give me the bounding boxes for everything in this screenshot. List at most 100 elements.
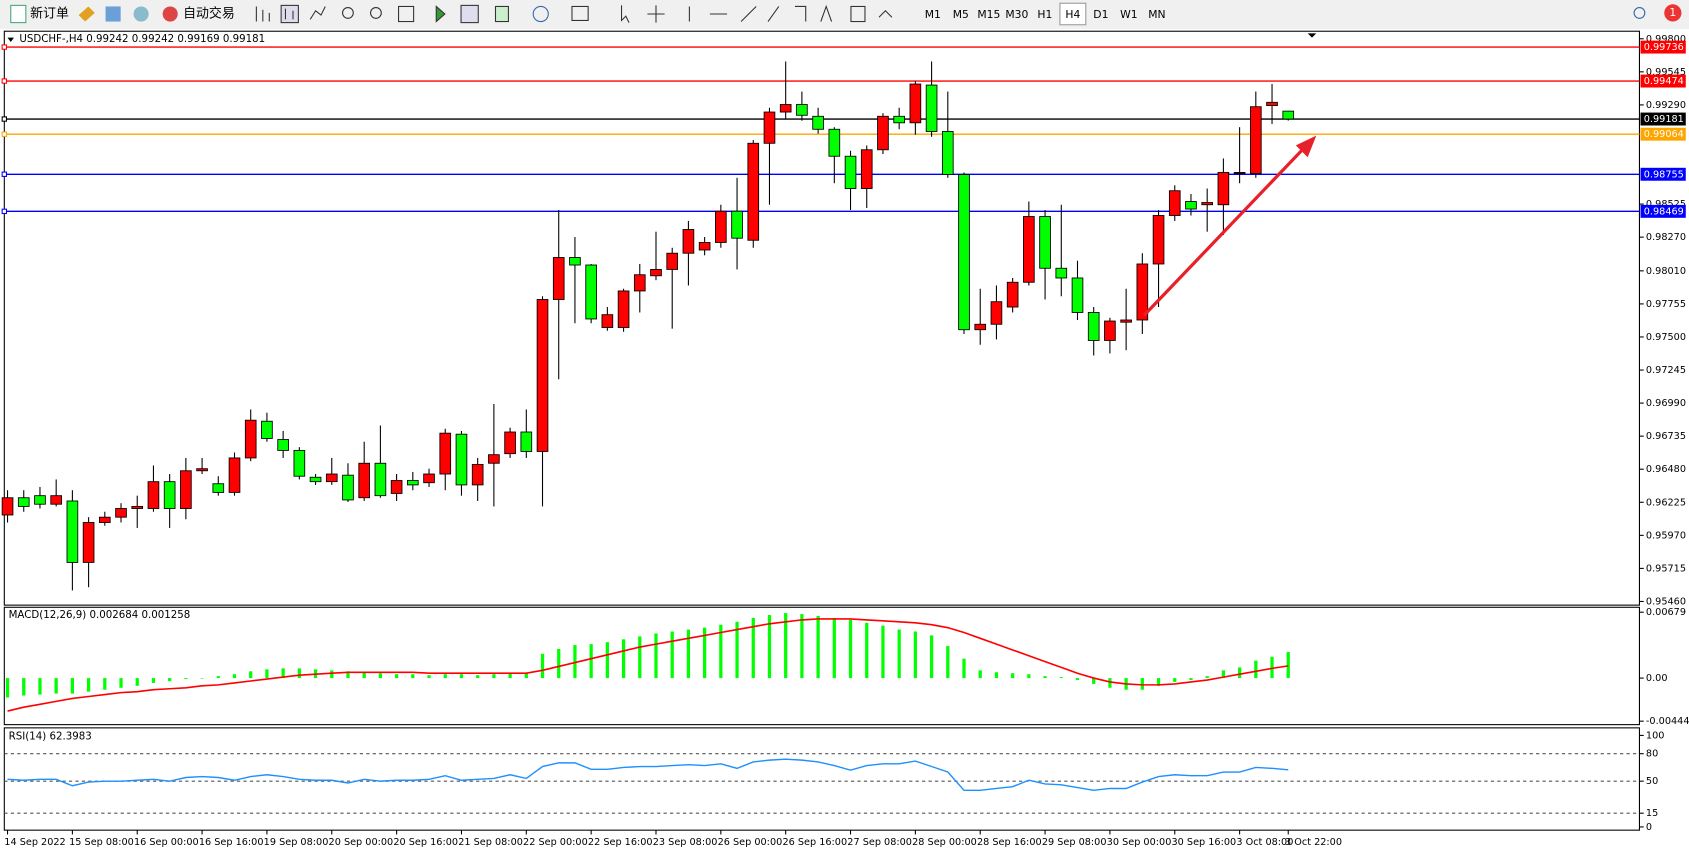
macd-bar	[476, 675, 480, 679]
x-tick-label: 23 Sep 08:00	[653, 837, 718, 848]
macd-bar	[557, 648, 561, 679]
macd-bar	[703, 627, 707, 679]
candle-body	[1071, 277, 1084, 313]
icon[interactable]	[78, 6, 95, 22]
candle-body	[1250, 106, 1262, 174]
y-tick-label: 0.96225	[1646, 497, 1686, 508]
auto-trading[interactable]: 自动交易	[183, 5, 235, 21]
candle-body	[617, 290, 630, 328]
y-tick-label: 0.97755	[1646, 299, 1686, 310]
shift-marker	[1307, 33, 1317, 38]
candle-body	[990, 301, 1003, 325]
macd-bar	[394, 674, 399, 679]
y-tick-label: 0.99800	[1646, 34, 1686, 45]
macd-bar	[946, 646, 950, 679]
candle-body	[228, 457, 241, 493]
y-tick-label: 0.96990	[1646, 398, 1686, 409]
candle-body	[1055, 267, 1068, 279]
macd-bar	[1043, 676, 1047, 679]
macd-bar	[1059, 677, 1063, 679]
macd-bar	[524, 673, 528, 679]
candle-body	[1266, 101, 1278, 106]
macd-bar	[1027, 674, 1031, 679]
macd-bar	[346, 671, 350, 679]
macd-bar	[540, 653, 545, 679]
candle-body	[633, 274, 646, 292]
macd-bar	[767, 615, 772, 679]
tool-icons[interactable]	[255, 4, 893, 24]
symbol-marker	[7, 37, 15, 42]
macd-bar	[1205, 676, 1209, 679]
candle-body	[520, 431, 533, 452]
macd-bar	[1237, 667, 1242, 679]
timeframe-button[interactable]: W1	[1120, 8, 1137, 21]
y-tick-label: 0.00679	[1646, 607, 1686, 618]
price-label: 0.99064	[1644, 129, 1684, 140]
macd-bar	[281, 668, 285, 679]
y-tick-label: 0.97500	[1646, 332, 1686, 343]
candle-body	[163, 481, 176, 509]
candle-body	[358, 462, 371, 499]
candle-body	[439, 432, 452, 475]
macd-panel	[3, 606, 1640, 726]
macd-bar	[1156, 678, 1161, 686]
y-tick-label: 0.98010	[1646, 266, 1686, 277]
candle-body	[82, 522, 95, 563]
candle-body	[909, 83, 922, 124]
macd-bar	[54, 678, 58, 694]
y-tick-label: -0.004442	[1646, 716, 1689, 727]
macd-bar	[962, 658, 966, 679]
new-order-icon[interactable]	[10, 4, 27, 24]
y-tick-label: 0.97245	[1646, 365, 1686, 376]
timeframe-button[interactable]: H4	[1065, 8, 1080, 21]
notification-badge[interactable]	[1664, 4, 1682, 22]
candle-body	[244, 419, 257, 459]
macd-bar	[1108, 678, 1112, 688]
timeframe-button[interactable]: D1	[1093, 8, 1108, 21]
candle-body	[828, 128, 841, 157]
candle-body	[1233, 172, 1246, 174]
timeframe-button[interactable]: M30	[1005, 8, 1028, 21]
auto-trading-icon[interactable]	[162, 6, 178, 22]
rsi-line	[7, 758, 1289, 792]
icon[interactable]	[105, 6, 121, 22]
macd-bar	[994, 672, 999, 679]
y-tick-label: 0.98525	[1646, 199, 1686, 210]
timeframe-button[interactable]: H1	[1037, 8, 1052, 21]
macd-bar	[265, 669, 269, 679]
macd-bar	[22, 678, 26, 696]
timeframe-button[interactable]: M5	[953, 8, 969, 21]
macd-bar	[897, 629, 901, 679]
signal-line	[7, 618, 1289, 712]
macd-bar	[184, 678, 188, 680]
macd-bar	[135, 678, 139, 686]
line-handle	[1, 208, 8, 215]
macd-bar	[362, 672, 366, 679]
macd-bar	[1221, 670, 1226, 679]
macd-bar	[589, 644, 593, 679]
candle-body	[66, 500, 79, 563]
candle-body	[536, 299, 549, 452]
icon[interactable]	[133, 6, 149, 22]
timeframe-button[interactable]: MN	[1148, 8, 1165, 21]
candle-body	[1120, 319, 1132, 323]
candle-body	[650, 268, 662, 277]
candle-body	[893, 115, 905, 124]
new-order[interactable]: 新订单	[30, 5, 69, 21]
candle-body	[180, 470, 192, 509]
rsi-title: RSI(14) 62.3983	[9, 731, 92, 742]
x-tick-label: 27 Sep 08:00	[847, 837, 912, 848]
search[interactable]	[1633, 6, 1646, 19]
x-tick-label: 20 Sep 00:00	[329, 837, 394, 848]
y-tick-label: 0.99290	[1646, 100, 1686, 111]
toolbar-bg	[0, 0, 1689, 30]
x-tick-label: 30 Sep 16:00	[1172, 837, 1237, 848]
timeframe-button[interactable]: M15	[977, 8, 1000, 21]
price-label: 0.98469	[1644, 206, 1684, 217]
timeframe-button[interactable]: M1	[925, 8, 941, 21]
macd-bar	[297, 668, 301, 679]
price-label: 0.99736	[1644, 42, 1684, 53]
macd-bar	[1286, 652, 1290, 679]
y-tick-label: 50	[1646, 776, 1658, 787]
price-label: 0.99474	[1644, 76, 1684, 87]
